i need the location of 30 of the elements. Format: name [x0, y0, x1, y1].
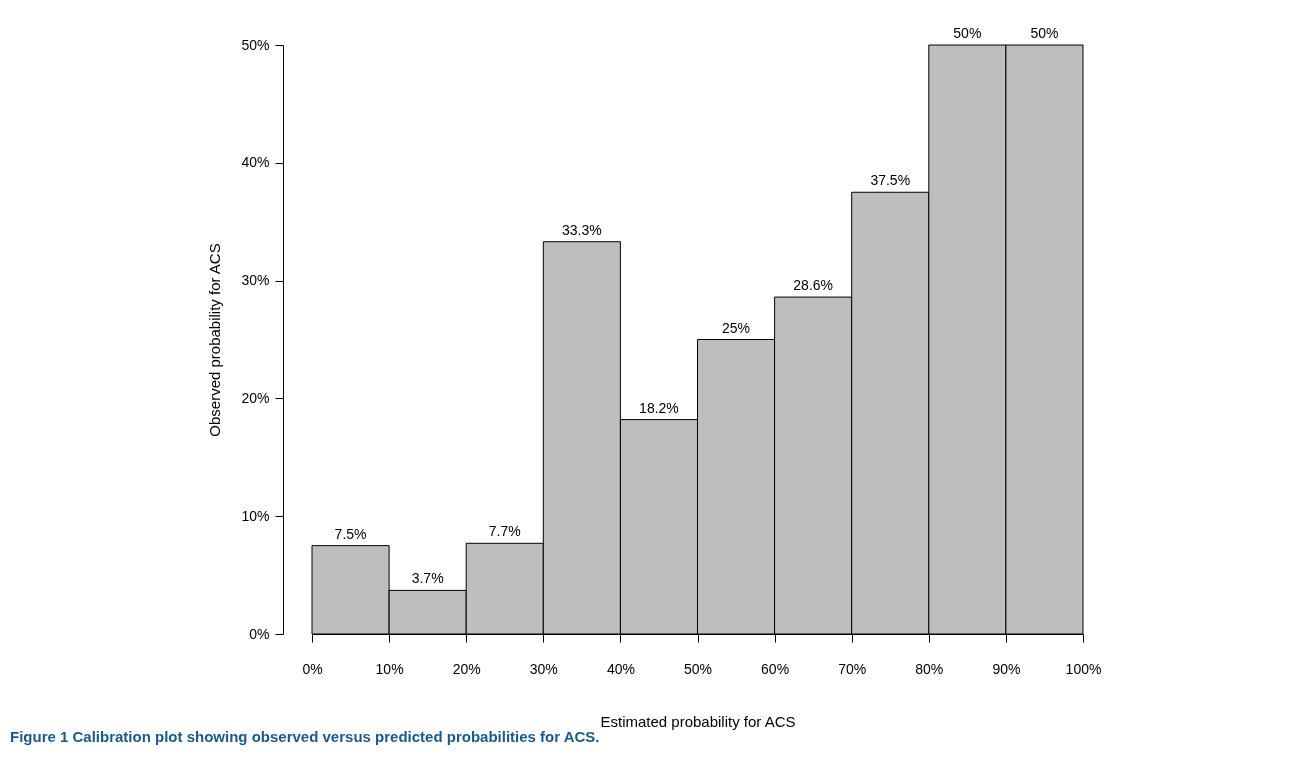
y-axis-title: Observed probability for ACS [206, 243, 224, 437]
x-tick-label: 40% [606, 660, 635, 677]
data-label: 50% [953, 25, 982, 41]
y-tick-label: 50% [241, 36, 270, 53]
x-tick-label: 70% [838, 660, 867, 677]
caption: Figure 1 Calibration plot showing observed versus predicted probabilities for ACS. [10, 728, 600, 745]
y-tick-label: 40% [241, 154, 270, 171]
x-axis-title: Estimated probability for ACS [600, 712, 796, 730]
data-label: 37.5% [870, 172, 911, 189]
data-label: 7.5% [334, 525, 367, 542]
y-tick-label: 20% [241, 389, 270, 406]
x-tick-label: 30% [529, 660, 558, 677]
x-tick-label: 90% [992, 660, 1021, 677]
data-label: 3.7% [411, 570, 444, 587]
data-label: 33.3% [562, 221, 602, 238]
x-tick-label: 100% [1065, 660, 1102, 677]
data-label: 18.2% [639, 399, 679, 416]
data-label: 28.6% [793, 277, 833, 294]
x-tick-label: 60% [761, 660, 790, 677]
y-tick-label: 10% [241, 507, 270, 524]
x-tick-label: 50% [683, 660, 713, 677]
y-tick-label: 0% [249, 625, 270, 642]
data-label: 25% [722, 319, 751, 336]
x-tick-label: 80% [915, 660, 944, 677]
x-tick-label: 10% [375, 660, 404, 677]
data-label: 7.7% [488, 523, 521, 540]
x-tick-label: 0% [302, 660, 323, 677]
x-tick-label: 20% [452, 660, 481, 677]
y-tick-label: 30% [241, 272, 270, 289]
data-label: 50% [1030, 25, 1059, 41]
